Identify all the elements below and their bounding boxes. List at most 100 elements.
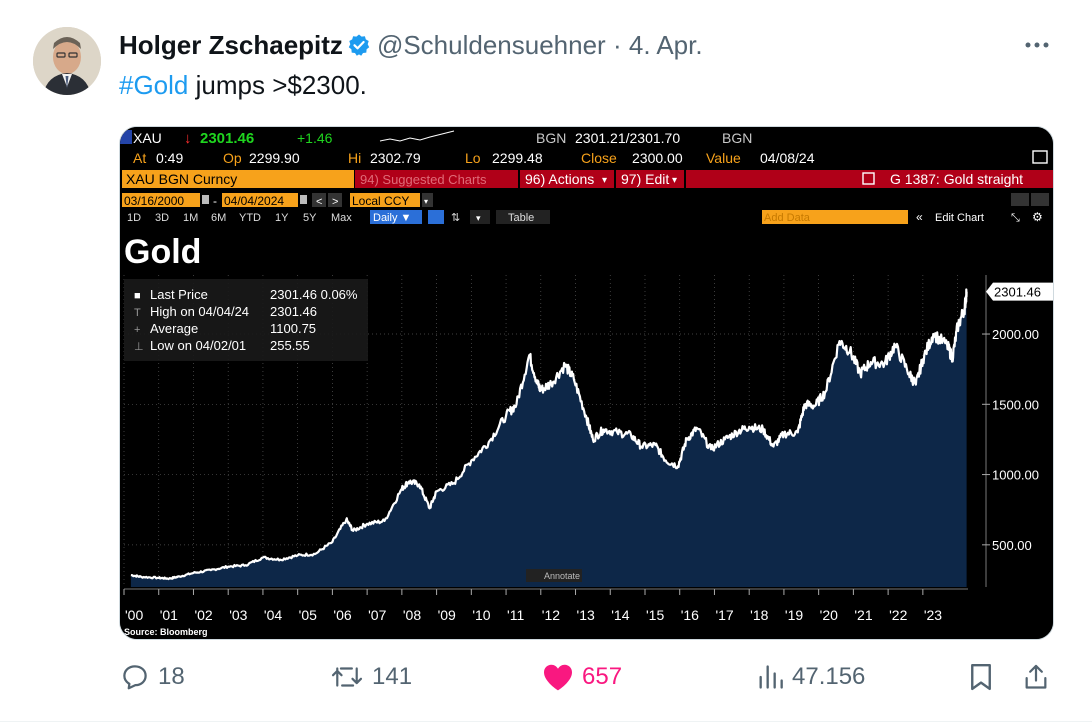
suggested-charts-button[interactable] bbox=[355, 170, 518, 188]
start-date-field[interactable] bbox=[122, 193, 200, 207]
open-value: 2299.90 bbox=[249, 150, 300, 166]
open-label: Op bbox=[223, 150, 242, 166]
chart-type-icon[interactable] bbox=[428, 210, 444, 224]
reply-icon bbox=[123, 665, 147, 690]
currency-field[interactable] bbox=[350, 193, 420, 207]
repost-button[interactable]: 141 bbox=[330, 662, 412, 692]
period-label: 6M bbox=[211, 212, 226, 224]
x-tick-label: '11 bbox=[507, 607, 524, 623]
security-field[interactable] bbox=[122, 170, 354, 188]
svg-text:-: - bbox=[213, 194, 217, 208]
edit-chart-button[interactable]: Edit Chart bbox=[935, 212, 984, 224]
reply-count: 18 bbox=[158, 663, 185, 690]
legend-label: Low on 04/02/01 bbox=[150, 338, 246, 353]
period-button[interactable] bbox=[300, 210, 320, 224]
share-icon bbox=[1025, 664, 1047, 689]
svg-text:G 1387: Gold straight: G 1387: Gold straight bbox=[890, 171, 1023, 187]
tweet-date[interactable]: 4. Apr. bbox=[628, 30, 703, 60]
x-tick-label: '16 bbox=[681, 607, 699, 623]
svg-text:>: > bbox=[332, 196, 338, 208]
redo-icon[interactable] bbox=[1031, 193, 1049, 206]
period-label: 1Y bbox=[275, 212, 289, 224]
y-tick-label: 1000.00 bbox=[992, 468, 1039, 483]
like-count: 657 bbox=[582, 663, 623, 690]
x-tick-label: '13 bbox=[577, 607, 595, 623]
views-icon bbox=[759, 665, 783, 689]
table-button[interactable] bbox=[496, 210, 550, 224]
legend-label: Last Price bbox=[150, 287, 208, 302]
period-button[interactable] bbox=[328, 210, 356, 224]
last-price-tag bbox=[986, 282, 1053, 301]
author-avatar[interactable] bbox=[33, 27, 101, 95]
views-button[interactable]: 47.156 bbox=[756, 662, 865, 692]
period-button[interactable] bbox=[124, 210, 144, 224]
hashtag-link[interactable]: #Gold bbox=[119, 70, 189, 100]
resize-icon[interactable]: ⤡ bbox=[1011, 212, 1020, 224]
svg-text:Daily ▼: Daily ▼ bbox=[373, 212, 411, 224]
reply-button[interactable]: 18 bbox=[120, 662, 185, 692]
legend: ■ Last Price 2301.46 0.06% T High on 04/04/2… bbox=[134, 287, 358, 353]
period-button[interactable] bbox=[272, 210, 292, 224]
x-tick-label: '10 bbox=[472, 607, 490, 623]
bar-type-icon[interactable]: ⇅ bbox=[451, 212, 460, 224]
bloomberg-chart-image: XAU ↓ 2301.46 +1.46 BGN 2301.21/2301.70 … bbox=[120, 127, 1053, 639]
bookmark-icon bbox=[971, 663, 991, 691]
svg-text:96) Actions: 96) Actions bbox=[525, 171, 594, 187]
undo-icon[interactable] bbox=[1011, 193, 1029, 206]
like-button[interactable]: 657 bbox=[542, 662, 622, 692]
x-tick-label: '00 bbox=[125, 607, 143, 623]
add-data-field[interactable] bbox=[762, 210, 908, 224]
svg-text:Local CCY: Local CCY bbox=[352, 194, 409, 208]
collapse-icon[interactable]: « bbox=[916, 210, 923, 224]
period-label: YTD bbox=[239, 212, 261, 224]
high-value: 2302.79 bbox=[370, 150, 421, 166]
legend-value: 1100.75 bbox=[270, 321, 316, 336]
at-label: At bbox=[133, 150, 146, 166]
period-button[interactable] bbox=[208, 210, 228, 224]
value-date: 04/08/24 bbox=[760, 150, 815, 166]
legend-label: Average bbox=[150, 321, 198, 336]
x-tick-label: '01 bbox=[160, 607, 178, 623]
at-value: 0:49 bbox=[156, 150, 183, 166]
tweet-media-image[interactable]: XAU ↓ 2301.46 +1.46 BGN 2301.21/2301.70 … bbox=[119, 126, 1054, 640]
x-tick-label: '15 bbox=[646, 607, 664, 623]
x-tick-label: '05 bbox=[299, 607, 317, 623]
end-date-field[interactable] bbox=[222, 193, 298, 207]
next-button[interactable] bbox=[328, 193, 342, 207]
chart-name-bar[interactable] bbox=[686, 170, 1053, 188]
actions-menu[interactable] bbox=[520, 170, 614, 188]
svg-text:▾: ▾ bbox=[476, 213, 481, 223]
y-tick-label: 1500.00 bbox=[992, 397, 1039, 412]
author-name[interactable]: Holger Zschaepitz bbox=[119, 30, 343, 60]
verified-badge-icon bbox=[347, 33, 371, 64]
svg-text:97) Edit: 97) Edit bbox=[621, 171, 669, 187]
x-tick-label: '04 bbox=[264, 607, 282, 623]
legend-box bbox=[124, 279, 368, 361]
ask-label: BGN bbox=[722, 130, 752, 146]
svg-text:94) Suggested Charts: 94) Suggested Charts bbox=[360, 172, 487, 187]
period-button[interactable] bbox=[236, 210, 264, 224]
prev-button[interactable] bbox=[312, 193, 326, 207]
edit-menu[interactable] bbox=[616, 170, 684, 188]
expand-icon[interactable] bbox=[1032, 150, 1048, 164]
period-button[interactable] bbox=[152, 210, 172, 224]
down-arrow-icon: ↓ bbox=[184, 130, 192, 147]
legend-value: 2301.46 bbox=[270, 304, 317, 319]
period-button[interactable] bbox=[180, 210, 200, 224]
more-icon[interactable] bbox=[1022, 30, 1052, 60]
frequency-dropdown[interactable] bbox=[370, 210, 422, 224]
share-button[interactable] bbox=[1022, 662, 1058, 692]
sparkline bbox=[379, 130, 455, 142]
price-area bbox=[130, 289, 967, 587]
bid-label: BGN bbox=[536, 130, 566, 146]
low-label: Lo bbox=[465, 150, 481, 166]
low-value: 2299.48 bbox=[492, 150, 543, 166]
x-tick-label: '20 bbox=[820, 607, 838, 623]
legend-value: 2301.46 0.06% bbox=[270, 287, 358, 302]
annotate-button[interactable] bbox=[526, 569, 582, 582]
repost-icon bbox=[331, 667, 363, 687]
high-label: Hi bbox=[348, 150, 361, 166]
settings-gear-icon[interactable]: ⚙ bbox=[1032, 210, 1043, 224]
author-handle[interactable]: @Schuldensuehner bbox=[376, 30, 606, 60]
bookmark-button[interactable] bbox=[968, 662, 1002, 692]
